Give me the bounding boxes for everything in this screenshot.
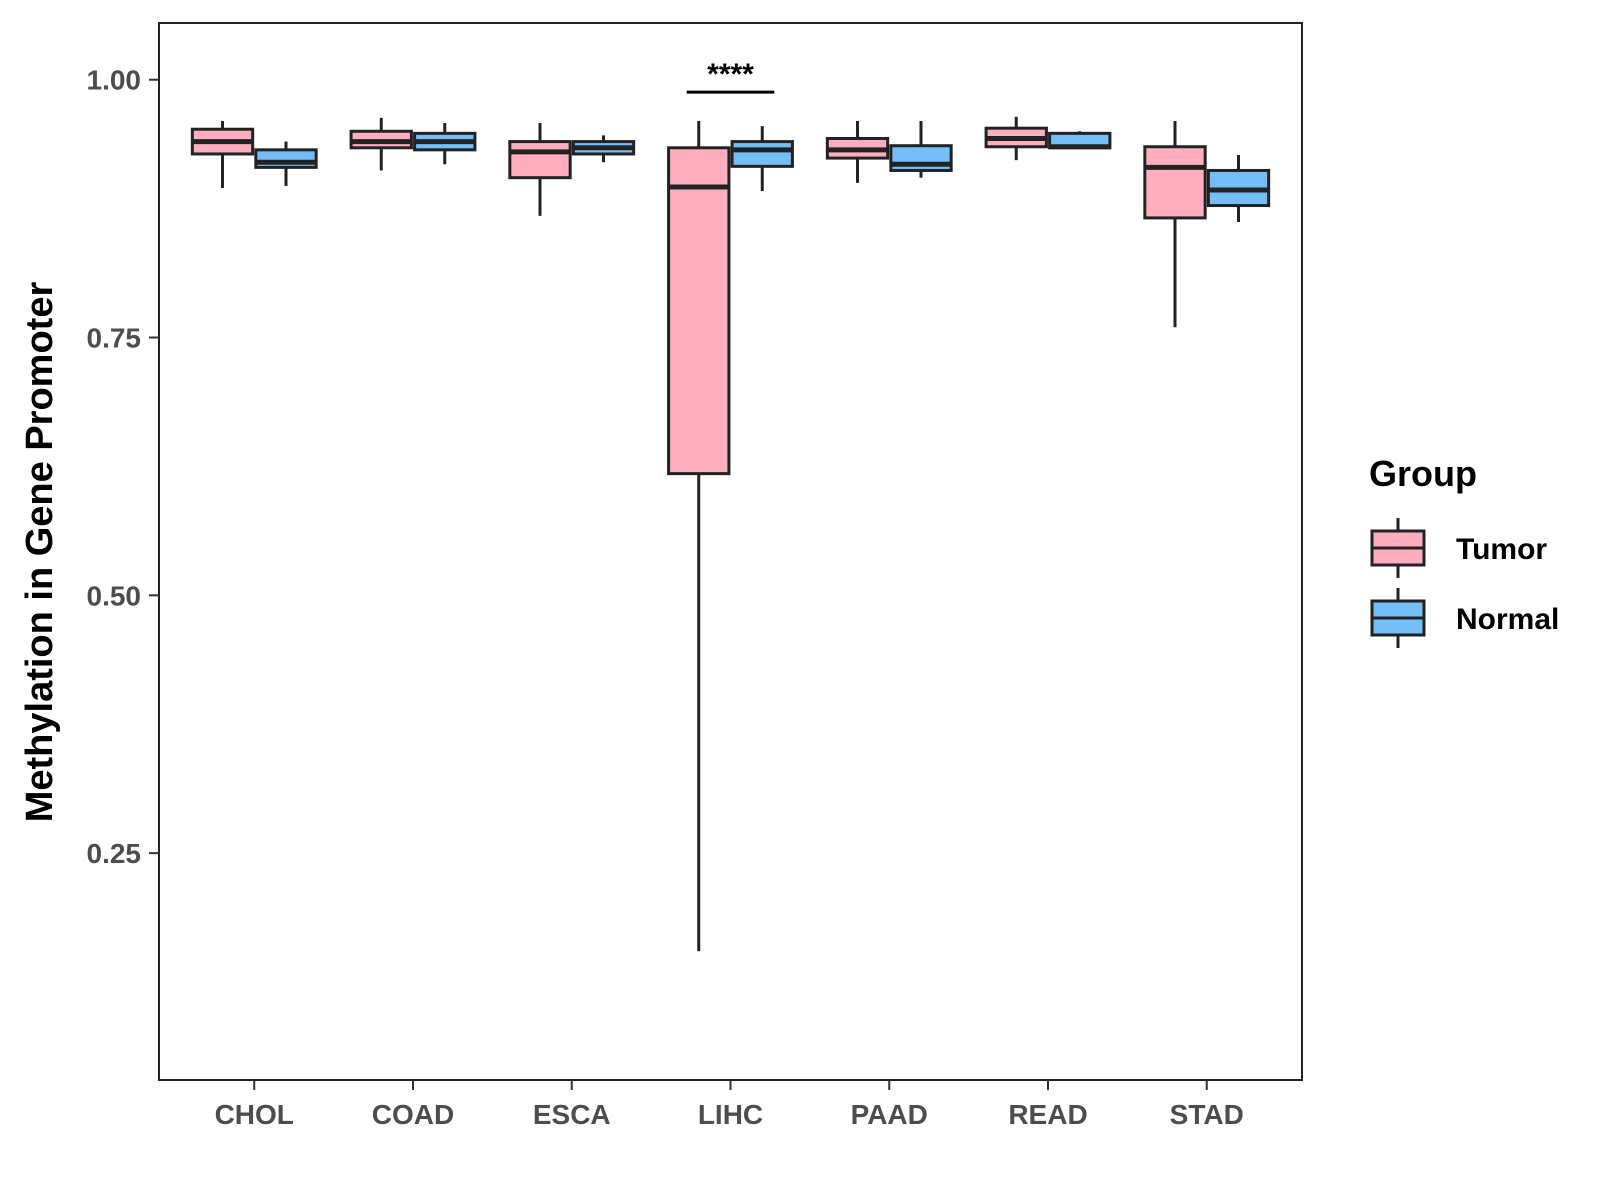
legend-label: Normal: [1456, 603, 1559, 636]
significance-annotations: ****: [686, 58, 775, 94]
box-tumor-paad: [825, 120, 890, 183]
box-tumor-coad: [349, 117, 413, 171]
box-normal-lihc: [730, 126, 794, 192]
y-tick-label: 1.00: [87, 65, 142, 96]
box-iqr: [508, 140, 572, 180]
x-tick-label: PAAD: [851, 1099, 928, 1130]
x-tick-label: STAD: [1170, 1099, 1244, 1130]
box-normal-chol: [254, 141, 318, 186]
legend-item-tumor: Tumor: [1370, 518, 1547, 578]
box-tumor-read: [984, 116, 1048, 161]
y-tick-label: 0.25: [87, 838, 142, 869]
y-tick-label: 0.75: [87, 323, 142, 354]
legend: Group Tumor Normal: [1369, 453, 1559, 648]
box-iqr: [667, 146, 731, 476]
significance-label: ****: [707, 58, 754, 91]
box-series: [190, 116, 1271, 952]
box-tumor-esca: [508, 123, 572, 216]
y-tick-label: 0.50: [87, 580, 142, 611]
legend-item-normal: Normal: [1370, 588, 1559, 648]
box-normal-paad: [889, 120, 953, 178]
box-tumor-stad: [1143, 120, 1207, 328]
x-tick-label: ESCA: [533, 1099, 611, 1130]
y-axis: 0.25 0.50 0.75 1.00: [87, 65, 159, 869]
box-iqr: [1143, 145, 1207, 220]
box-normal-read: [1048, 131, 1112, 150]
x-tick-label: CHOL: [215, 1099, 294, 1130]
y-axis-title: Methylation in Gene Promoter: [19, 282, 61, 823]
box-tumor-chol: [190, 120, 255, 188]
box-normal-coad: [413, 123, 477, 165]
box-iqr: [254, 148, 318, 169]
legend-label: Tumor: [1456, 533, 1547, 566]
box-iqr: [730, 140, 794, 168]
x-tick-label: LIHC: [698, 1099, 763, 1130]
box-normal-stad: [1206, 154, 1271, 223]
box-normal-esca: [571, 135, 636, 163]
x-axis: CHOL COAD ESCA LIHC PAAD READ STAD: [215, 1080, 1244, 1130]
legend-title: Group: [1369, 453, 1477, 494]
x-tick-label: COAD: [372, 1099, 454, 1130]
legend-items: Tumor Normal: [1370, 518, 1559, 648]
x-tick-label: READ: [1008, 1099, 1087, 1130]
box-tumor-lihc: [667, 120, 731, 952]
plot-panel: [158, 22, 1303, 1081]
